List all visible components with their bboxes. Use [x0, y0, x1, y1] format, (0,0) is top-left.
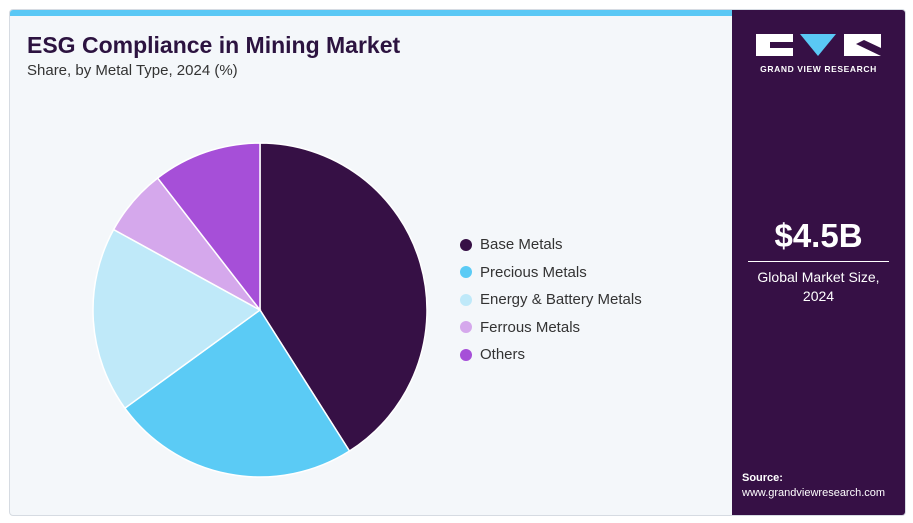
chart-legend: Base Metals Precious Metals Energy & Bat…: [460, 231, 642, 369]
legend-label: Others: [480, 346, 526, 364]
market-size-label: Global Market Size, 2024: [757, 269, 880, 304]
legend-item-precious-metals: Precious Metals: [460, 259, 642, 287]
legend-swatch: [460, 293, 472, 306]
legend-item-base-metals: Base Metals: [460, 231, 642, 259]
gvr-logo-icon: [756, 34, 881, 56]
sidebar-panel: GRAND VIEW RESEARCH $4.5B Global Market …: [732, 10, 905, 515]
pie-slice-energy-battery-metals: [92, 228, 262, 410]
divider: [748, 261, 889, 262]
legend-swatch: [460, 266, 472, 279]
pie-chart: [92, 142, 428, 478]
source-link[interactable]: www.grandviewresearch.com: [742, 487, 886, 499]
accent-bar: [10, 10, 732, 16]
market-size-value: $4.5B: [774, 217, 863, 254]
brand-name: GRAND VIEW RESEARCH: [760, 64, 877, 74]
pie-slice-others: [156, 142, 261, 313]
chart-subtitle: Share, by Metal Type, 2024 (%): [27, 62, 238, 79]
legend-swatch: [460, 348, 472, 361]
pie-slice-precious-metals: [123, 308, 351, 478]
legend-label: Energy & Battery Metals: [480, 291, 642, 309]
source-label: Source:: [742, 472, 783, 484]
legend-item-others: Others: [460, 341, 642, 369]
legend-item-ferrous-metals: Ferrous Metals: [460, 314, 642, 342]
pie-slice-base-metals: [259, 142, 428, 453]
legend-swatch: [460, 238, 472, 251]
legend-label: Precious Metals: [480, 263, 587, 281]
legend-swatch: [460, 321, 472, 334]
legend-label: Ferrous Metals: [480, 318, 581, 336]
chart-card: ESG Compliance in Mining Market Share, b…: [9, 9, 906, 516]
legend-label: Base Metals: [480, 236, 563, 254]
legend-item-energy-battery-metals: Energy & Battery Metals: [460, 286, 642, 314]
chart-title: ESG Compliance in Mining Market: [27, 32, 401, 58]
